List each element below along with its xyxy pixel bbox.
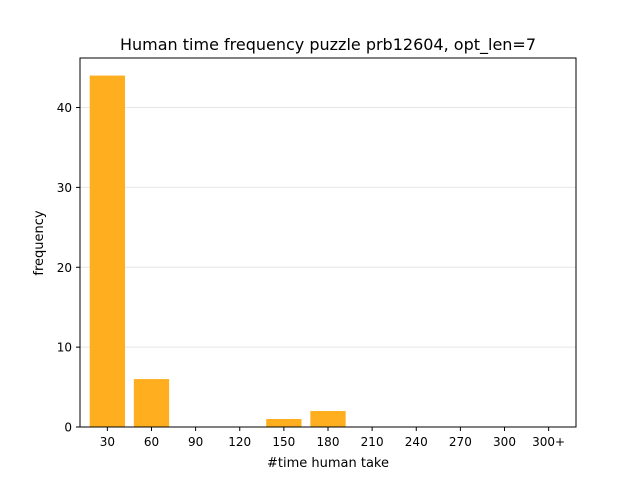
x-tick-label: 180: [317, 435, 340, 449]
y-axis-ticks: 0 10 20 30 40: [57, 101, 80, 435]
bars: [89, 75, 346, 428]
plot-area: [79, 57, 577, 428]
bar-30: [89, 75, 126, 428]
x-tick-label: 240: [405, 435, 428, 449]
chart-title: Human time frequency puzzle prb12604, op…: [120, 35, 536, 55]
bar-60: [133, 379, 170, 427]
bar-180: [310, 411, 346, 427]
y-axis-label: frequency: [32, 210, 47, 276]
y-tick-label: 20: [57, 261, 72, 275]
y-tick-label: 40: [57, 101, 72, 115]
bar-150: [266, 419, 302, 427]
x-axis-label: #time human take: [267, 456, 389, 471]
x-tick-label: 300+: [532, 435, 565, 449]
x-tick-label: 30: [100, 435, 115, 449]
x-tick-label: 150: [272, 435, 295, 449]
x-tick-label: 210: [361, 435, 384, 449]
y-tick-label: 10: [57, 341, 72, 355]
x-tick-label: 120: [228, 435, 251, 449]
x-tick-label: 300: [493, 435, 516, 449]
x-axis-ticks: 30 60 90 120 150 180 210 240 270 300 300+: [100, 427, 565, 449]
x-tick-label: 270: [449, 435, 472, 449]
x-tick-label: 60: [144, 435, 159, 449]
y-tick-label: 0: [64, 421, 72, 435]
x-tick-label: 90: [188, 435, 203, 449]
y-tick-label: 30: [57, 181, 72, 195]
